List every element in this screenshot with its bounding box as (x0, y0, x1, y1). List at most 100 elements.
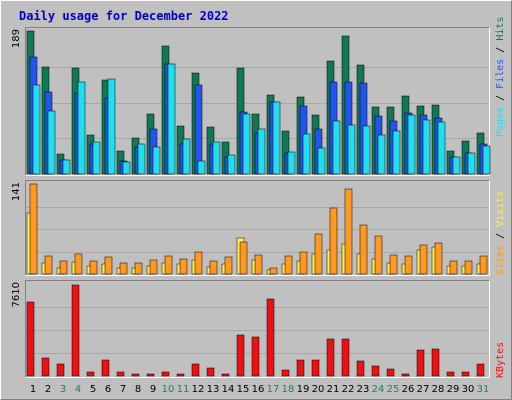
bar-sites-19 (299, 251, 308, 275)
bar-pages-29 (452, 156, 461, 175)
bar-pages-17 (272, 101, 281, 175)
x-axis-labels: 1 2 3 4 5 6 7 8 9 10 11 12 13 14 15 16 17 18 19 20 21 22 23 24 2… (30, 384, 490, 395)
bar-kbytes-29 (446, 371, 455, 377)
y-max-tick-label: 141 (11, 182, 22, 201)
bar-sites-14 (224, 256, 233, 275)
bar-pages-26 (407, 114, 416, 175)
bar-sites-5 (89, 260, 98, 275)
x-tick-label: 24 (372, 384, 385, 395)
x-tick-label: 23 (357, 384, 370, 395)
x-tick-label: 7 (120, 384, 126, 395)
legend-item: / (495, 89, 506, 107)
y-max-tick-label: 7610 (11, 282, 22, 307)
bar-sites-13 (209, 260, 218, 275)
x-tick-label: 29 (447, 384, 460, 395)
legend-item: Hits (495, 17, 506, 41)
bar-pages-4 (77, 81, 86, 175)
legend-item: KBytes (495, 342, 506, 378)
bar-kbytes-4 (71, 284, 80, 377)
panel-sites-visits: 141 Sites / Visits (11, 180, 506, 276)
bar-pages-23 (362, 125, 371, 175)
bar-pages-8 (137, 143, 146, 175)
bar-sites-31 (479, 255, 488, 275)
bar-sites-6 (104, 256, 113, 275)
bar-sites-27 (419, 244, 428, 275)
y-max-tick-label: 189 (11, 29, 22, 48)
bar-pages-22 (347, 124, 356, 175)
bar-kbytes-5 (86, 371, 95, 377)
bar-sites-2 (44, 255, 53, 275)
x-tick-label: 3 (60, 384, 66, 395)
x-tick-label: 11 (177, 384, 190, 395)
bar-sites-15 (239, 241, 248, 275)
bar-pages-24 (377, 134, 386, 175)
bar-kbytes-2 (41, 357, 50, 377)
legend-pages-files-hits: Pages / Files / Hits (495, 17, 506, 137)
bar-kbytes-15 (236, 334, 245, 377)
bar-sites-22 (344, 188, 353, 275)
bar-sites-29 (449, 260, 458, 275)
bar-sites-21 (329, 207, 338, 275)
x-tick-label: 16 (252, 384, 265, 395)
series-pages (32, 63, 491, 175)
bar-kbytes-26 (401, 373, 410, 377)
legend-item: Pages (495, 107, 506, 137)
bar-kbytes-25 (386, 368, 395, 377)
x-tick-label: 1 (30, 384, 36, 395)
bar-kbytes-14 (221, 373, 230, 377)
bar-files-12 (194, 84, 203, 175)
bar-kbytes-20 (311, 359, 320, 377)
bar-pages-15 (242, 113, 251, 175)
bar-sites-9 (149, 259, 158, 275)
bar-kbytes-16 (251, 336, 260, 377)
x-tick-label: 14 (222, 384, 235, 395)
legend-item: / (495, 227, 506, 245)
bar-sites-10 (164, 255, 173, 275)
bar-pages-6 (107, 78, 116, 175)
bar-sites-7 (119, 262, 128, 275)
bar-kbytes-12 (191, 363, 200, 377)
chart-panels: 189 Pages / Files / Hits 141 Sites / Visits… (11, 17, 506, 378)
bar-sites-24 (374, 235, 383, 275)
bar-sites-25 (389, 254, 398, 275)
x-tick-label: 10 (162, 384, 175, 395)
x-tick-label: 25 (387, 384, 400, 395)
bar-kbytes-31 (476, 363, 485, 377)
bar-pages-3 (62, 159, 71, 175)
bar-sites-16 (254, 254, 263, 275)
legend-item: / (495, 41, 506, 59)
x-tick-label: 19 (297, 384, 310, 395)
bar-sites-23 (359, 224, 368, 275)
x-tick-label: 5 (90, 384, 96, 395)
bar-pages-18 (287, 151, 296, 175)
legend-item: Files (495, 59, 506, 89)
panel-kbytes: 7610 KBytes (11, 280, 506, 378)
x-tick-label: 22 (342, 384, 355, 395)
panel-pages-files-hits: 189 Pages / Files / Hits (11, 17, 506, 176)
series-kbytes (26, 284, 485, 377)
x-tick-label: 17 (267, 384, 280, 395)
x-tick-label: 9 (150, 384, 156, 395)
bar-kbytes-17 (266, 298, 275, 377)
x-tick-label: 6 (105, 384, 111, 395)
bar-pages-27 (422, 119, 431, 175)
bar-sites-3 (59, 260, 68, 275)
bar-pages-9 (152, 146, 161, 175)
bar-sites-8 (134, 262, 143, 275)
bar-sites-30 (464, 260, 473, 275)
chart-title: Daily usage for December 2022 (19, 9, 229, 23)
bar-pages-16 (257, 128, 266, 175)
bar-kbytes-19 (296, 359, 305, 377)
legend-kbytes: KBytes (495, 342, 506, 378)
bar-pages-14 (227, 154, 236, 175)
bar-pages-19 (302, 133, 311, 175)
bar-pages-1 (32, 84, 41, 175)
legend-item: Sites (495, 245, 506, 275)
bar-kbytes-23 (356, 360, 365, 377)
x-tick-label: 26 (402, 384, 415, 395)
bar-sites-17 (269, 267, 278, 275)
bar-sites-4 (74, 253, 83, 275)
bar-pages-28 (437, 121, 446, 175)
bar-pages-25 (392, 130, 401, 175)
